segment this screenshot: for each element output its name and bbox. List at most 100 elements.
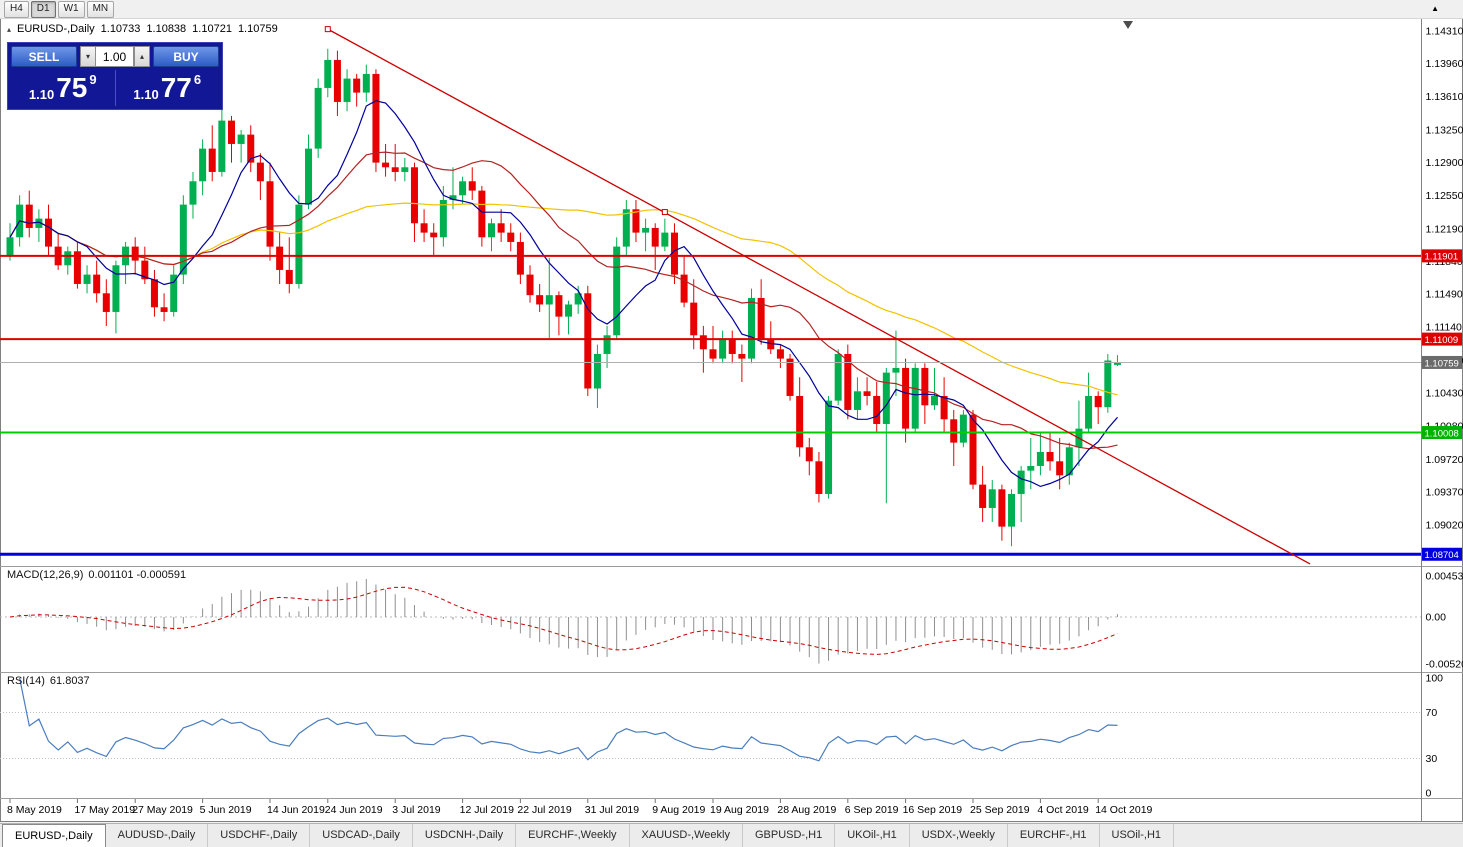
- svg-text:3 Jul 2019: 3 Jul 2019: [392, 804, 441, 816]
- sell-button[interactable]: SELL: [11, 46, 77, 67]
- svg-text:1.11140: 1.11140: [1426, 321, 1463, 333]
- svg-text:0.00: 0.00: [1426, 612, 1447, 624]
- svg-text:1.14310: 1.14310: [1426, 26, 1463, 38]
- macd-values: 0.001101 -0.000591: [88, 569, 187, 581]
- horizontal-lines-layer: [0, 254, 1421, 556]
- chart-tab-eurchf-h1[interactable]: EURCHF-,H1: [1008, 824, 1100, 847]
- timeframe-button-mn[interactable]: MN: [86, 0, 115, 18]
- descending-trendline[interactable]: [327, 28, 1311, 565]
- chart-tabbar: EURUSD-,Daily AUDUSD-,Daily USDCHF-,Daily U…: [0, 823, 1463, 847]
- rsi-panel: [0, 677, 1421, 762]
- svg-text:8 May 2019: 8 May 2019: [7, 804, 62, 816]
- svg-text:9 Aug 2019: 9 Aug 2019: [652, 804, 705, 816]
- svg-text:1.11490: 1.11490: [1426, 289, 1463, 301]
- rsi-label: RSI(14) 61.8037: [7, 675, 90, 687]
- bid-head: 1.10: [28, 87, 55, 102]
- svg-text:19 Aug 2019: 19 Aug 2019: [710, 804, 769, 816]
- svg-text:1.08704: 1.08704: [1425, 550, 1459, 561]
- macd-label: MACD(12,26,9) 0.001101 -0.000591: [7, 569, 186, 581]
- svg-text:1.12900: 1.12900: [1426, 157, 1463, 169]
- price-tag-1.11901: [1422, 249, 1462, 263]
- svg-text:1.13960: 1.13960: [1426, 58, 1463, 70]
- ohlc-low: 1.10721: [192, 23, 232, 35]
- svg-text:4 Oct 2019: 4 Oct 2019: [1037, 804, 1089, 816]
- bid-price: 1.10 75 9: [11, 70, 116, 106]
- ask-head: 1.10: [133, 87, 159, 102]
- svg-text:24 Jun 2019: 24 Jun 2019: [325, 804, 383, 816]
- svg-text:12 Jul 2019: 12 Jul 2019: [460, 804, 514, 816]
- timeframe-buttons: H4 D1 W1 MN: [4, 0, 116, 18]
- chart-tab-eurusd-daily[interactable]: EURUSD-,Daily: [2, 824, 106, 847]
- shift-marker-layer[interactable]: [1123, 21, 1133, 29]
- price-tag-1.10759: [1422, 355, 1462, 369]
- svg-text:1.12190: 1.12190: [1426, 223, 1463, 235]
- chart-tab-xauusd-weekly[interactable]: XAUUSD-,Weekly: [630, 824, 743, 847]
- price-tag-1.08704: [1422, 547, 1462, 561]
- ohlc-high: 1.10838: [146, 23, 187, 35]
- svg-text:5 Jun 2019: 5 Jun 2019: [200, 804, 252, 816]
- timeframe-button-w1[interactable]: W1: [57, 0, 85, 18]
- chart-tab-usdcnh-daily[interactable]: USDCNH-,Daily: [413, 824, 517, 847]
- svg-text:1.13250: 1.13250: [1426, 124, 1463, 136]
- chart-tab-usoil-h1[interactable]: USOil-,H1: [1100, 824, 1175, 847]
- trendline-handle[interactable]: [661, 209, 668, 216]
- svg-text:1.13610: 1.13610: [1426, 91, 1463, 103]
- chart-shift-marker-icon[interactable]: [1123, 21, 1133, 29]
- chart-tab-ukoil-h1[interactable]: UKOil-,H1: [835, 824, 910, 847]
- timeframe-button-d1[interactable]: D1: [30, 0, 56, 18]
- svg-text:1.12550: 1.12550: [1426, 190, 1463, 202]
- svg-text:28 Aug 2019: 28 Aug 2019: [777, 804, 836, 816]
- symbol-title: EURUSD-,Daily: [17, 23, 95, 35]
- svg-text:16 Sep 2019: 16 Sep 2019: [903, 804, 963, 816]
- price-tag-1.10008: [1422, 426, 1462, 440]
- chart-tab-gbpusd-h1[interactable]: GBPUSD-,H1: [743, 824, 836, 847]
- svg-text:22 Jul 2019: 22 Jul 2019: [517, 804, 571, 816]
- toolbar-overflow-icon[interactable]: ▲: [1431, 4, 1439, 13]
- volume-down-button[interactable]: ▾: [80, 46, 96, 67]
- collapse-one-click-icon[interactable]: ▴: [7, 24, 12, 34]
- svg-text:1.11009: 1.11009: [1425, 335, 1459, 346]
- svg-text:-0.005205: -0.005205: [1426, 659, 1463, 671]
- chart-tab-usdcad-daily[interactable]: USDCAD-,Daily: [310, 824, 413, 847]
- chart-background: [0, 18, 1463, 822]
- rsi-value: 61.8037: [49, 675, 90, 687]
- chart-tab-usdchf-daily[interactable]: USDCHF-,Daily: [208, 824, 311, 847]
- volume-input[interactable]: 1.00: [96, 46, 134, 67]
- svg-text:0.004536: 0.004536: [1426, 570, 1463, 582]
- svg-text:100: 100: [1426, 673, 1444, 685]
- trendline-layer[interactable]: [324, 26, 1311, 565]
- svg-text:1.09020: 1.09020: [1426, 519, 1463, 531]
- svg-text:1.11901: 1.11901: [1425, 252, 1459, 263]
- ask-pip: 6: [193, 72, 202, 87]
- price-tags: 1.11901 1.11009 1.10759 1.10008 1.08704: [1422, 249, 1462, 561]
- trendline-handle[interactable]: [324, 26, 331, 33]
- ask-big: 77: [160, 72, 192, 103]
- svg-text:27 May 2019: 27 May 2019: [132, 804, 193, 816]
- svg-text:1.10759: 1.10759: [1425, 358, 1459, 369]
- svg-text:14 Jun 2019: 14 Jun 2019: [267, 804, 325, 816]
- svg-text:30: 30: [1426, 753, 1438, 765]
- chart-header: ▴ EURUSD-,Daily 1.10733 1.10838 1.10721 …: [7, 23, 278, 35]
- chart-tab-audusd-daily[interactable]: AUDUSD-,Daily: [106, 824, 209, 847]
- svg-text:25 Sep 2019: 25 Sep 2019: [970, 804, 1030, 816]
- svg-text:70: 70: [1426, 707, 1438, 719]
- svg-text:1.10430: 1.10430: [1426, 388, 1463, 400]
- svg-text:1.09370: 1.09370: [1426, 487, 1463, 499]
- svg-text:1.10008: 1.10008: [1425, 428, 1459, 439]
- ohlc-open: 1.10733: [100, 23, 141, 35]
- timeframe-button-h4[interactable]: H4: [4, 0, 29, 18]
- volume-up-button[interactable]: ▴: [134, 46, 150, 67]
- bid-pip: 9: [89, 72, 97, 87]
- ask-price: 1.10 77 6: [116, 70, 220, 106]
- svg-text:31 Jul 2019: 31 Jul 2019: [585, 804, 639, 816]
- svg-text:14 Oct 2019: 14 Oct 2019: [1095, 804, 1152, 816]
- chart-tab-usdx-weekly[interactable]: USDX-,Weekly: [910, 824, 1008, 847]
- buy-button[interactable]: BUY: [153, 46, 219, 67]
- chart-tab-eurchf-weekly[interactable]: EURCHF-,Weekly: [516, 824, 630, 847]
- macd-signal-line: [9, 586, 1118, 655]
- one-click-trading-panel: SELL ▾ 1.00 ▴ BUY 1.10 75 9 1.10 77 6: [7, 42, 223, 110]
- timeframe-toolbar: H4 D1 W1 MN ▲: [0, 0, 1463, 19]
- bid-big: 75: [56, 72, 88, 103]
